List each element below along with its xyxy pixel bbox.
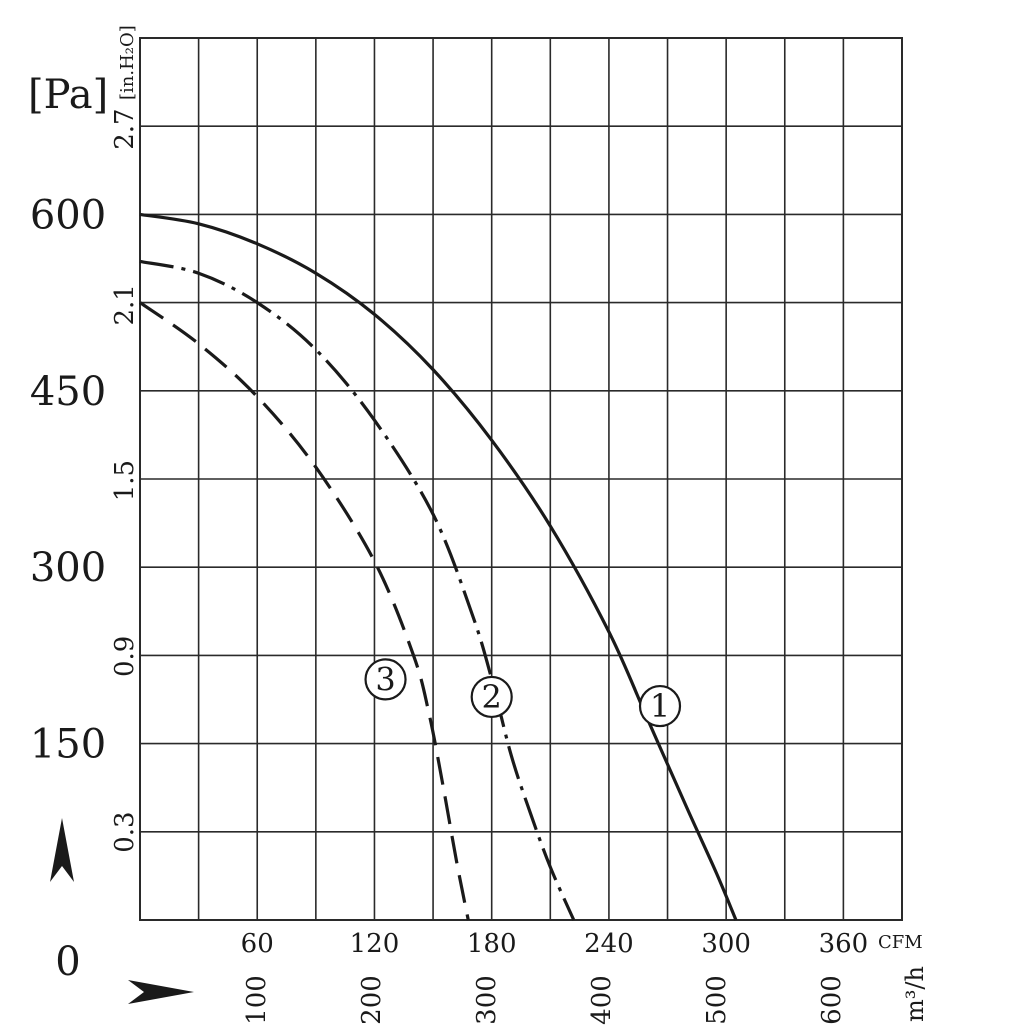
- x-tick-labels-cfm: 60 120 180 240 300 360: [241, 929, 869, 959]
- x-axis-unit-m3h: m³/h: [901, 966, 929, 1022]
- x-tick-label-m3h: 200: [357, 975, 387, 1025]
- y-tick-label-pa: 150: [30, 722, 106, 768]
- curve-2: [139, 259, 576, 921]
- y-tick-label-pa: 450: [30, 369, 106, 415]
- y-tick-labels-inh2o: 2.7 2.1 1.5 0.9 0.3: [110, 108, 140, 852]
- pressure-arrow-icon: [50, 818, 74, 882]
- y-tick-label-inh2o: 0.9: [110, 636, 140, 677]
- y-tick-label-inh2o: 0.3: [110, 811, 140, 852]
- y-axis-unit-inh2o: [in.H₂O]: [117, 25, 138, 100]
- x-tick-label-cfm: 180: [467, 929, 517, 959]
- marker-circle: [470, 675, 513, 719]
- x-tick-label-cfm: 360: [819, 929, 869, 959]
- y-tick-label-pa: 0: [55, 939, 80, 985]
- curve-3: [139, 301, 470, 921]
- marker-label: 1: [650, 687, 670, 725]
- x-tick-label-cfm: 240: [584, 929, 634, 959]
- airflow-arrow-icon: [128, 980, 194, 1004]
- marker-circle: [364, 658, 407, 701]
- x-tick-label-cfm: 120: [350, 929, 400, 959]
- y-tick-label-pa: 600: [30, 192, 106, 238]
- y-tick-labels-pa: 600 450 300 150 0: [30, 192, 106, 985]
- x-tick-labels-m3h: 100 200 300 400 500 600: [242, 975, 847, 1025]
- chart-grid: [140, 38, 902, 920]
- curve-marker-2: 2: [470, 675, 513, 719]
- marker-circle: [638, 684, 682, 728]
- x-tick-label-m3h: 400: [587, 975, 617, 1025]
- x-tick-label-cfm: 300: [701, 929, 751, 959]
- y-tick-label-pa: 300: [30, 545, 106, 591]
- y-tick-label-inh2o: 1.5: [110, 460, 140, 501]
- x-tick-label-m3h: 300: [472, 975, 502, 1025]
- curve-markers: 1 2 3: [364, 658, 682, 728]
- x-axis-unit-cfm: CFM: [878, 932, 923, 953]
- y-tick-label-inh2o: 2.1: [110, 284, 140, 325]
- performance-curves: [139, 212, 738, 921]
- marker-label: 3: [375, 660, 395, 698]
- marker-label: 2: [482, 678, 502, 716]
- curve-1: [139, 212, 738, 921]
- y-tick-label-inh2o: 2.7: [110, 108, 140, 149]
- y-axis-unit-pa: [Pa]: [28, 72, 108, 118]
- x-tick-label-m3h: 600: [817, 975, 847, 1025]
- x-tick-label-m3h: 100: [242, 975, 272, 1025]
- curve-marker-1: 1: [638, 684, 682, 728]
- x-tick-label-m3h: 500: [702, 975, 732, 1025]
- x-tick-label-cfm: 60: [241, 929, 274, 959]
- curve-marker-3: 3: [364, 658, 407, 701]
- plot-frame: [139, 37, 903, 921]
